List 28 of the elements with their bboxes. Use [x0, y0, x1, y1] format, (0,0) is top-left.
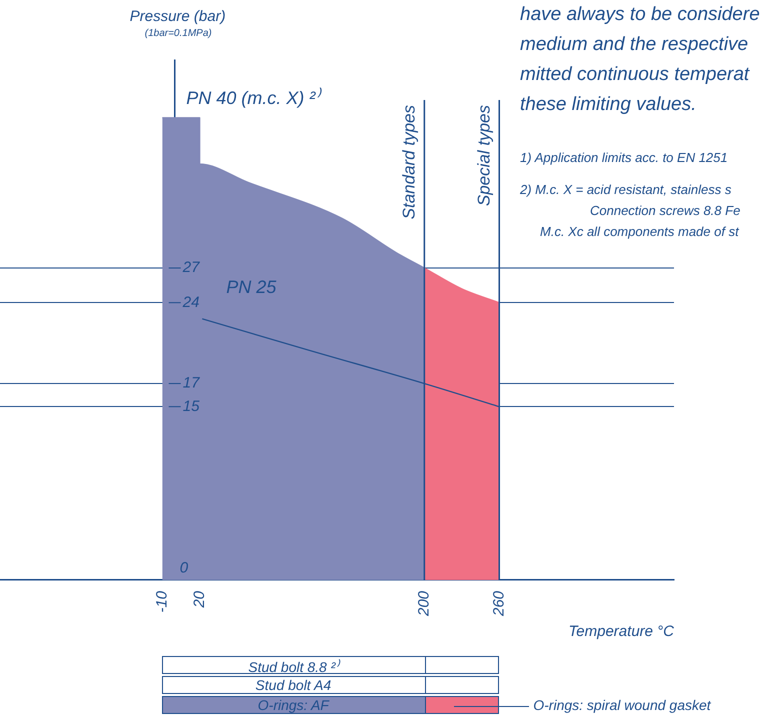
text: O-rings: spiral wound gasket: [533, 697, 711, 713]
y-tick-label: 17: [182, 374, 200, 392]
y-tick-label: 15: [182, 398, 200, 415]
text: have always to be considere: [520, 4, 760, 26]
annotation: M.c. Xc all components made of st: [540, 224, 739, 239]
series-label: PN 25: [226, 276, 278, 297]
x-tick-label: 200: [416, 590, 433, 618]
text: medium and the respective: [520, 34, 748, 56]
text: Stud bolt 8.8 ²⁾: [248, 658, 338, 676]
ref-line-label: Special types: [474, 104, 494, 206]
annotation: 2) M.c. X = acid resistant, stainless s: [520, 182, 732, 197]
x-tick-label: -10: [153, 590, 170, 613]
ref-line-label: Standard types: [400, 104, 419, 220]
annotation: these limiting values.: [520, 94, 696, 116]
y-tick-label: 27: [182, 259, 200, 276]
x-tick-label: 20: [190, 590, 208, 609]
text: (1bar=0.1MPa): [144, 28, 212, 39]
series-label: PN 40 (m.c. X) ²⁾: [186, 86, 322, 108]
text: O-rings: AF: [258, 697, 329, 713]
y-tick-label: 0: [180, 560, 189, 577]
y-tick-label: 24: [182, 294, 200, 311]
annotation: mitted continuous temperat: [520, 64, 750, 86]
text: Stud bolt A4: [255, 677, 332, 693]
annotation: 1) Application limits acc. to EN 1251: [520, 150, 728, 165]
annotation: Connection screws 8.8 Fe: [590, 203, 740, 218]
y-axis-title: Pressure (bar): [130, 8, 226, 25]
x-tick-label: 260: [490, 590, 508, 618]
x-axis-title: Temperature °C: [568, 623, 674, 640]
